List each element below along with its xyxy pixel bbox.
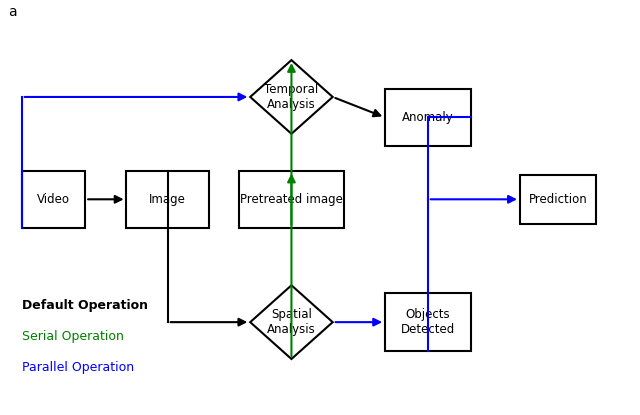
Text: Video: Video	[37, 193, 70, 206]
Text: a: a	[8, 5, 17, 19]
Polygon shape	[250, 60, 333, 134]
Text: Anomaly: Anomaly	[402, 111, 454, 124]
Polygon shape	[250, 285, 333, 359]
Text: Serial Operation: Serial Operation	[22, 330, 124, 343]
Text: Pretreated image: Pretreated image	[240, 193, 343, 206]
Text: Parallel Operation: Parallel Operation	[22, 361, 134, 374]
Text: Image: Image	[149, 193, 186, 206]
Text: Prediction: Prediction	[529, 193, 588, 206]
Text: Default Operation: Default Operation	[22, 299, 148, 312]
Text: Objects
Detected: Objects Detected	[401, 308, 455, 336]
Bar	[385, 293, 470, 351]
Bar	[385, 89, 470, 146]
Bar	[239, 171, 344, 228]
Text: Temporal
Analysis: Temporal Analysis	[264, 83, 319, 111]
Text: Spatial
Analysis: Spatial Analysis	[267, 308, 316, 336]
Bar	[520, 175, 596, 224]
Bar	[127, 171, 209, 228]
Bar	[22, 171, 85, 228]
